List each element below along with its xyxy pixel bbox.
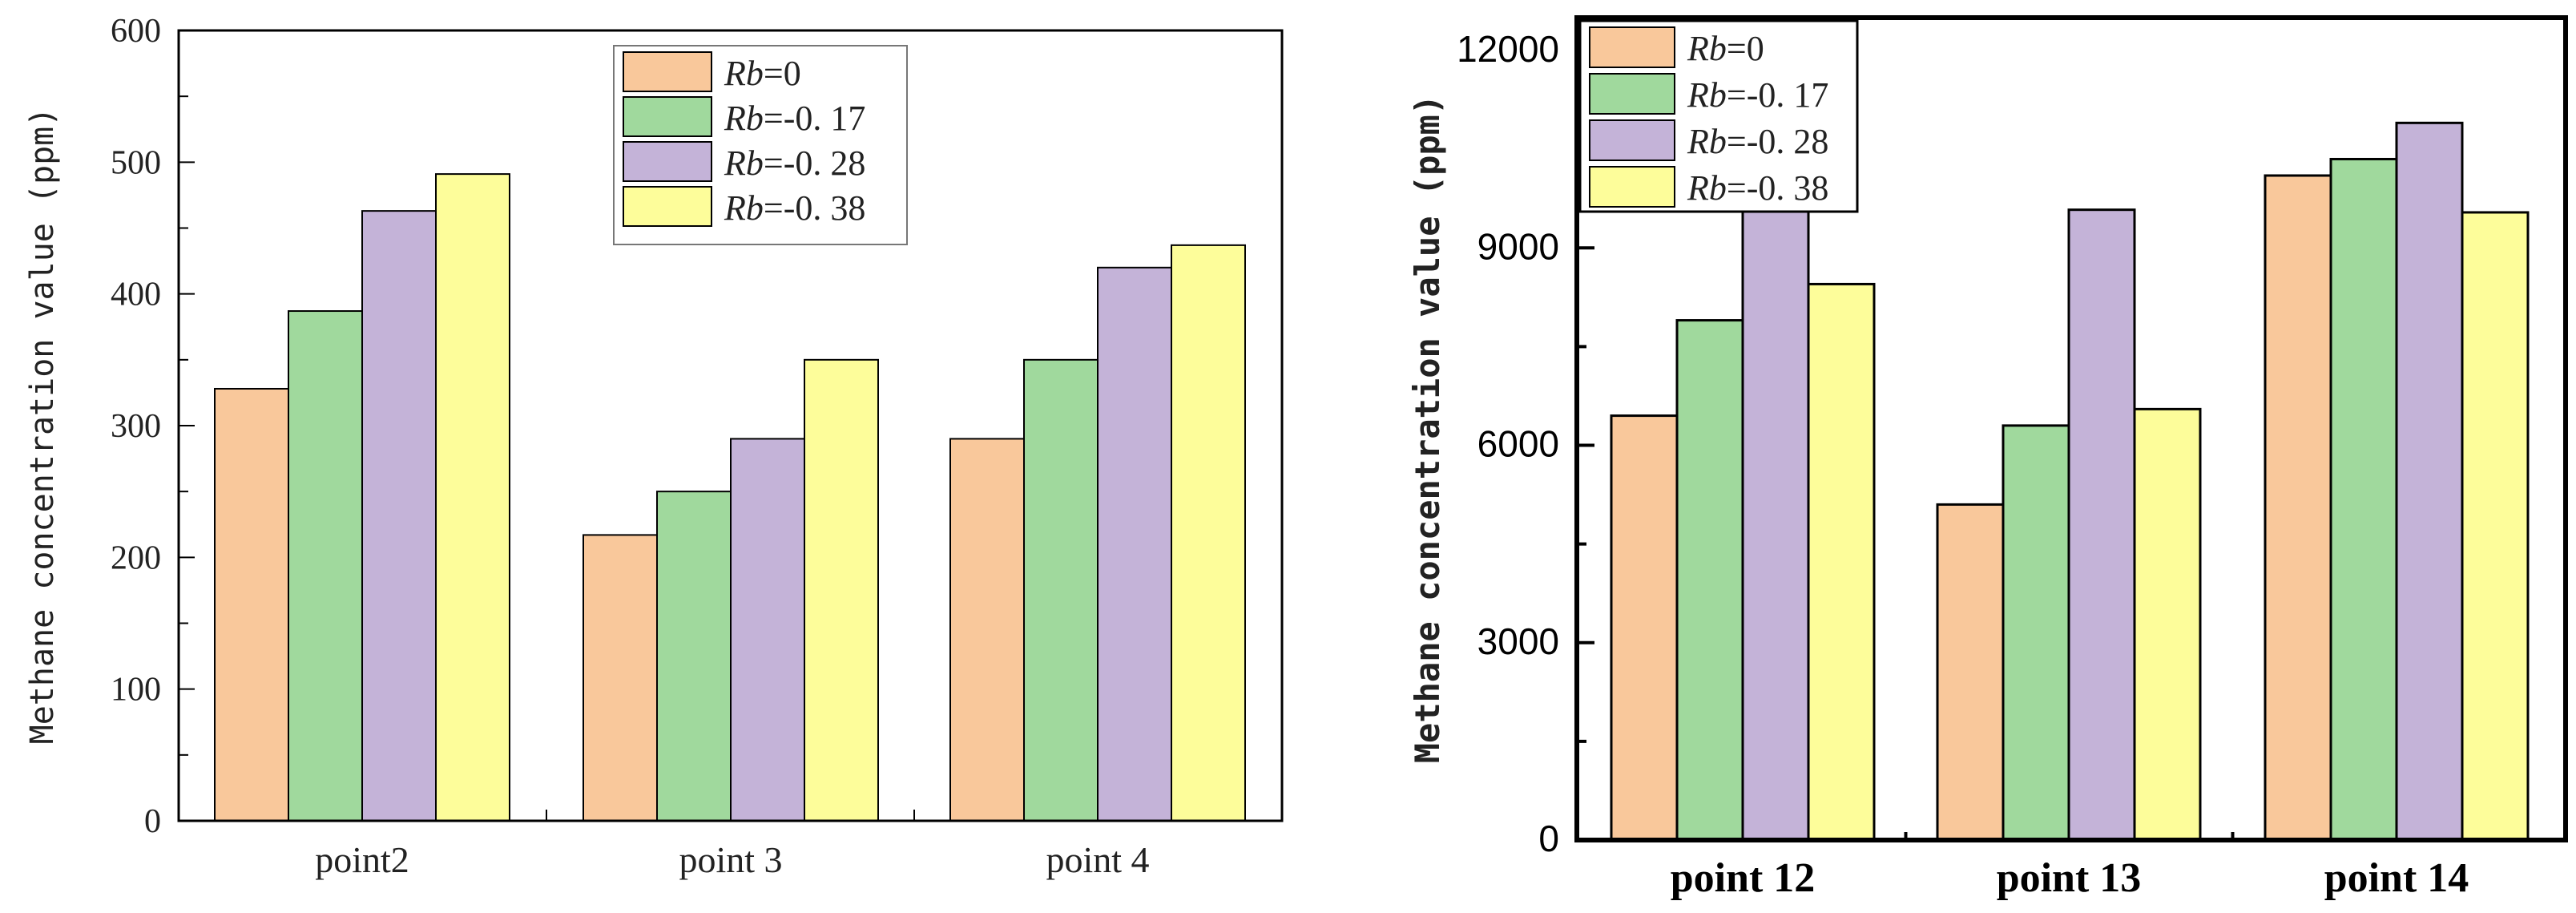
category-label: point2: [315, 839, 409, 880]
category-label: point 13: [1997, 855, 2142, 901]
bar-3-2: [1023, 358, 1099, 822]
bar-1-3: [1741, 207, 1810, 842]
y-tick-label: 100: [111, 672, 161, 709]
legend-label: Rb=-0. 38: [1687, 168, 1828, 208]
y-tick-label: 12000: [1457, 28, 1559, 70]
bar-3-1: [2264, 174, 2332, 842]
legend-label-rest: =-0. 28: [764, 143, 865, 183]
legend-swatch: [623, 186, 712, 227]
bar-3-2: [2329, 157, 2398, 842]
legend-label: Rb=-0. 38: [724, 188, 865, 228]
y-tick-label: 600: [111, 13, 161, 50]
bar-1-2: [288, 310, 363, 822]
legend-label-rest: =-0. 17: [1727, 75, 1828, 115]
legend-swatch: [1589, 119, 1675, 161]
y-tick-label: 200: [111, 539, 161, 576]
legend-swatch: [1589, 26, 1675, 68]
bar-1-4: [1807, 282, 1876, 842]
y-tick-label: 3000: [1477, 620, 1559, 662]
plot-frame: [1574, 15, 2568, 842]
legend-label-italic: Rb: [1687, 122, 1727, 161]
y-tick-label: 6000: [1477, 423, 1559, 465]
bar-3-4: [2461, 211, 2530, 842]
legend-label-rest: =0: [1727, 29, 1764, 68]
bar-3-1: [949, 438, 1025, 822]
bar-3-3: [1097, 266, 1172, 822]
bar-2-3: [2067, 208, 2136, 842]
legend-label-italic: Rb: [1687, 75, 1727, 115]
chart-right: point 12 point 13 point 14 0 3000 6000 9000 120…: [1408, 15, 2568, 901]
y-axis-label: Methane concentration value (ppm): [24, 107, 61, 745]
legend-label: Rb=0: [724, 54, 801, 93]
category-label: point 3: [679, 839, 782, 880]
chart-left: point2 point 3 point 4 0 100 200 300 400 500 600 M…: [24, 13, 1284, 880]
legend-label-italic: Rb: [724, 143, 764, 183]
bar-1-1: [214, 387, 289, 822]
category-label: point 4: [1046, 839, 1149, 880]
legend-label: Rb=-0. 28: [724, 143, 865, 183]
y-axis-label: Methane concentration value (ppm): [1408, 95, 1447, 763]
bar-3-3: [2395, 121, 2464, 842]
legend-label-rest: =-0. 38: [1727, 168, 1828, 208]
legend-label-italic: Rb: [1687, 29, 1727, 68]
legend-swatch: [623, 141, 712, 182]
legend-label-italic: Rb: [724, 99, 764, 138]
category-label: point 14: [2324, 855, 2469, 901]
legend-label-italic: Rb: [724, 54, 764, 93]
y-tick-label: 400: [111, 277, 161, 313]
legend-label-rest: =-0. 17: [764, 99, 865, 138]
category-label: point 12: [1671, 855, 1816, 901]
bar-2-1: [583, 534, 658, 822]
legend-swatch: [623, 96, 712, 137]
y-tick-label: 500: [111, 144, 161, 181]
bar-2-3: [730, 438, 805, 822]
legend-swatch: [623, 51, 712, 92]
legend-label-italic: Rb: [1687, 168, 1727, 208]
bar-2-4: [804, 358, 879, 822]
y-tick-label: 9000: [1477, 225, 1559, 267]
legend-label-rest: =0: [764, 54, 801, 93]
legend-label: Rb=-0. 28: [1687, 122, 1828, 161]
legend-label-rest: =-0. 38: [764, 188, 865, 228]
y-tick-label: 0: [144, 803, 161, 840]
legend-label: Rb=-0. 17: [1687, 75, 1828, 115]
bar-1-2: [1675, 319, 1744, 842]
legend-label: Rb=-0. 17: [724, 99, 865, 138]
bar-1-1: [1610, 414, 1679, 842]
bar-1-4: [435, 173, 510, 822]
legend-swatch: [1589, 166, 1675, 208]
bar-1-3: [361, 210, 437, 822]
legend-label: Rb=0: [1687, 29, 1764, 68]
bar-2-4: [2133, 407, 2202, 842]
legend-label-italic: Rb: [724, 188, 764, 228]
legend-swatch: [1589, 73, 1675, 115]
bar-2-2: [2002, 424, 2070, 842]
bar-3-4: [1171, 244, 1246, 822]
y-tick-label: 0: [1538, 818, 1559, 859]
y-tick-label: 300: [111, 408, 161, 445]
legend-label-rest: =-0. 28: [1727, 122, 1828, 161]
bar-2-1: [1936, 503, 2005, 842]
bar-2-2: [656, 491, 732, 822]
